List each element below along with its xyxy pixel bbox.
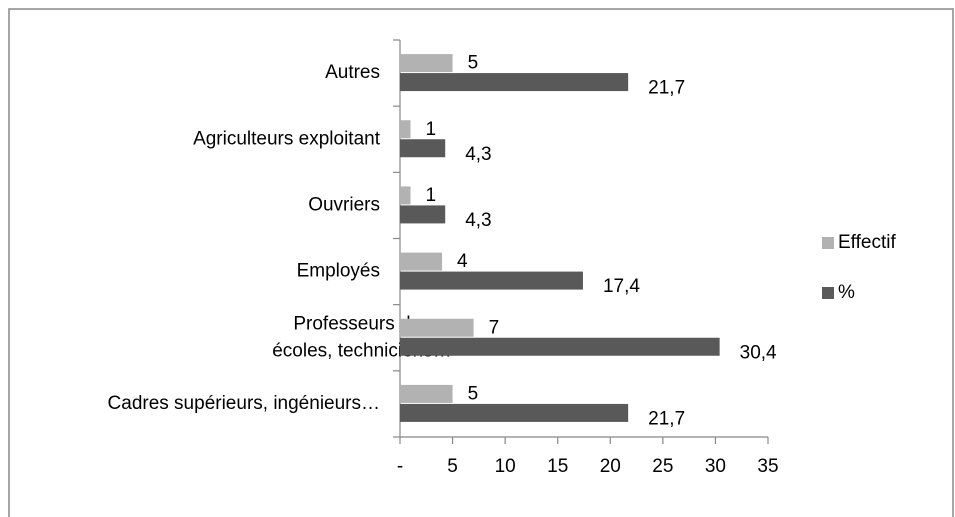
bar [400, 252, 443, 271]
data-label: 7 [489, 317, 500, 338]
data-label: 4,3 [465, 144, 491, 165]
bar [400, 54, 453, 73]
chart-border [8, 8, 954, 517]
x-tick-label: 5 [447, 456, 458, 477]
x-tick-label: 25 [652, 456, 673, 477]
legend-swatch [822, 237, 834, 249]
data-label: 4 [457, 251, 468, 272]
bar [400, 318, 474, 337]
bar [400, 120, 411, 139]
y-tick-label: Autres [325, 62, 380, 83]
x-tick-label: 20 [600, 456, 621, 477]
data-label: 1 [426, 185, 437, 206]
x-tick-label: 35 [757, 456, 778, 477]
legend-swatch [822, 287, 834, 299]
y-tick-label: Agriculteurs exploitant [193, 128, 381, 149]
x-tick-label: 10 [495, 456, 516, 477]
bar [400, 186, 411, 205]
data-label: 5 [468, 383, 479, 404]
y-tick-label: Cadres supérieurs, ingénieurs… [108, 393, 380, 414]
data-label: 1 [426, 119, 437, 140]
data-label: 21,7 [648, 408, 685, 429]
bar [400, 337, 720, 356]
bar [400, 139, 446, 158]
bar [400, 403, 629, 422]
bar [400, 271, 583, 290]
data-label: 4,3 [465, 210, 491, 231]
bar [400, 205, 446, 224]
data-label: 5 [468, 53, 479, 74]
data-label: 30,4 [740, 342, 777, 363]
data-label: 17,4 [603, 276, 640, 297]
x-tick-label: 15 [547, 456, 568, 477]
bar [400, 73, 629, 92]
x-tick-label: - [397, 456, 403, 477]
x-tick-label: 30 [705, 456, 726, 477]
y-tick-label: Ouvriers [308, 194, 380, 215]
data-label: 21,7 [648, 78, 685, 99]
legend-label: Effectif [838, 232, 896, 253]
y-tick-label: Employés [297, 261, 380, 282]
legend-label: % [838, 282, 855, 303]
bar [400, 384, 453, 403]
